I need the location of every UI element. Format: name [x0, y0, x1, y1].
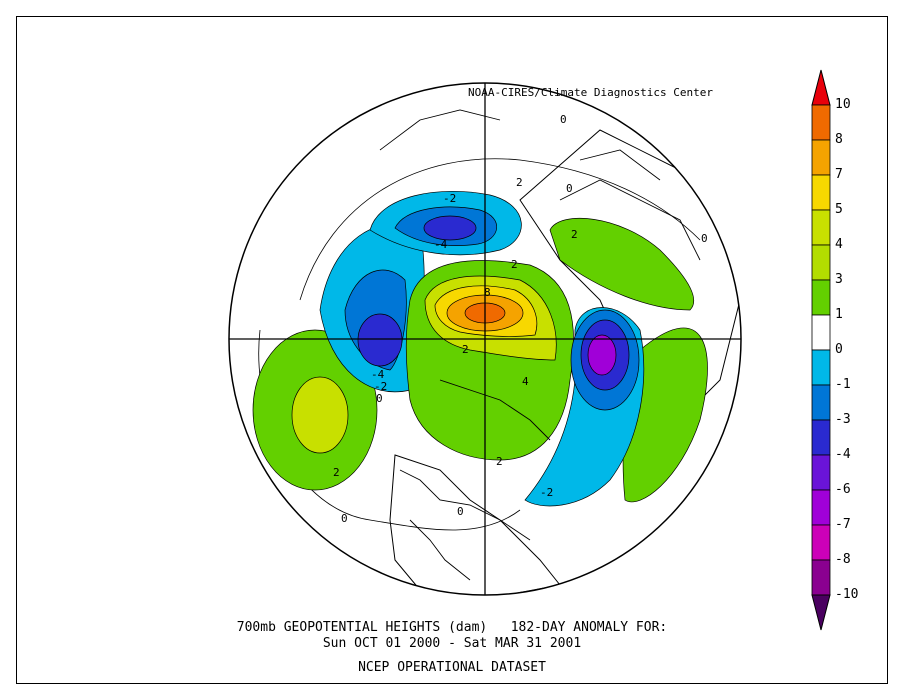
colorbar — [811, 69, 831, 631]
colorbar-swatch — [811, 104, 831, 141]
anomaly-asia-negative-core — [357, 313, 403, 367]
contour-label: -4 — [434, 238, 448, 251]
colorbar-swatch — [811, 489, 831, 526]
colorbar-label: -6 — [835, 482, 851, 497]
colorbar-label: 8 — [835, 132, 843, 147]
colorbar-label: -1 — [835, 377, 851, 392]
colorbar-bottom-arrow — [811, 594, 831, 631]
colorbar-swatch — [811, 419, 831, 456]
anomaly-eurasia-positive — [549, 218, 695, 311]
contour-label: 0 — [341, 512, 348, 525]
contour-label: 0 — [701, 232, 708, 245]
contour-label: -4 — [371, 368, 385, 381]
colorbar-label: 5 — [835, 202, 843, 217]
colorbar-label: 7 — [835, 167, 843, 182]
contour-label: -2 — [374, 380, 387, 393]
colorbar-label: 4 — [835, 237, 843, 252]
colorbar-swatch — [811, 314, 831, 351]
colorbar-swatch — [811, 174, 831, 211]
colorbar-swatch — [811, 209, 831, 246]
contour-label: 2 — [516, 176, 523, 189]
contour-label: 4 — [522, 375, 529, 388]
anomaly-pacific-positive-core — [291, 376, 349, 454]
contour-label: 0 — [376, 392, 383, 405]
anomaly-europe-negative-core — [587, 334, 617, 376]
colorbar-swatch — [811, 384, 831, 421]
colorbar-swatch — [811, 349, 831, 386]
contour-zero-north — [299, 158, 701, 301]
colorbar-label: 0 — [835, 342, 843, 357]
colorbar-label: 10 — [835, 97, 851, 112]
contour-label: 2 — [496, 455, 503, 468]
colorbar-label: 1 — [835, 307, 843, 322]
chart-title-line2: Sun OCT 01 2000 - Sat MAR 31 2001 — [322, 636, 582, 651]
colorbar-label: -10 — [835, 587, 859, 602]
contour-label: 2 — [462, 343, 469, 356]
colorbar-swatch — [811, 524, 831, 561]
colorbar-top-arrow — [811, 69, 831, 106]
contour-label: -2 — [443, 192, 456, 205]
colorbar-swatch — [811, 279, 831, 316]
contour-label: 0 — [560, 113, 567, 126]
colorbar-swatch — [811, 454, 831, 491]
colorbar-label: 3 — [835, 272, 843, 287]
contour-label: 2 — [333, 466, 340, 479]
chart-title-line1: 700mb GEOPOTENTIAL HEIGHTS (dam) 182-DAY… — [236, 620, 668, 635]
credit-text: NOAA-CIRES/Climate Diagnostics Center — [468, 86, 714, 99]
colorbar-label: -7 — [835, 517, 851, 532]
contour-label: 8 — [484, 286, 491, 299]
land-north-america — [389, 454, 561, 595]
anomaly-north-negative-core — [423, 215, 477, 241]
colorbar-label: -4 — [835, 447, 851, 462]
contour-label: 0 — [457, 505, 464, 518]
chart-title-line3: NCEP OPERATIONAL DATASET — [358, 660, 546, 675]
contour-label: 2 — [571, 228, 578, 241]
plot-frame — [16, 16, 888, 684]
colorbar-label: -8 — [835, 552, 851, 567]
contour-label: 0 — [566, 182, 573, 195]
colorbar-swatch — [811, 244, 831, 281]
colorbar-label: -3 — [835, 412, 851, 427]
colorbar-swatch — [811, 139, 831, 176]
contour-label: 2 — [511, 258, 518, 271]
colorbar-swatch — [811, 559, 831, 596]
contour-label: -2 — [540, 486, 553, 499]
